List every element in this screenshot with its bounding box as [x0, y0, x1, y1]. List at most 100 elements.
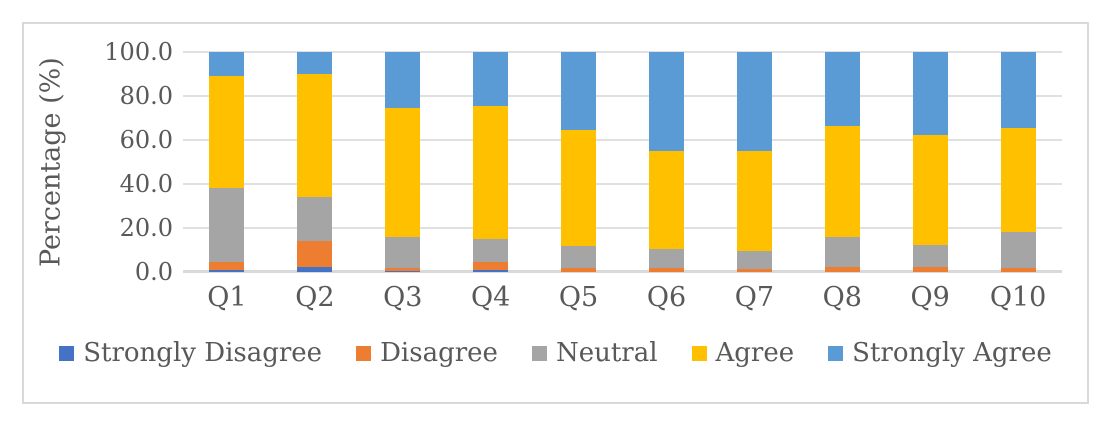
bar-segment-neutral [297, 197, 333, 242]
y-tick-label: 60.0 [119, 126, 173, 154]
legend-swatch-icon [828, 345, 844, 361]
stacked-bar-q2 [297, 52, 333, 272]
y-tick-label: 80.0 [119, 82, 173, 110]
bar-segment-neutral [1000, 232, 1036, 268]
bar-segment-agree [736, 151, 772, 252]
y-tick-label: 40.0 [119, 170, 173, 198]
bar-segment-neutral [648, 248, 684, 268]
bar-segment-strongly-agree [1000, 52, 1036, 128]
bar-segment-strongly-agree [473, 52, 509, 106]
x-tick-label-q7: Q7 [734, 282, 775, 313]
bar-segment-strongly-agree [297, 52, 333, 75]
bar-segment-strongly-disagree [473, 269, 509, 272]
gridline [183, 51, 1062, 53]
bar-segment-disagree [209, 262, 245, 270]
bar-slot-q1 [183, 52, 271, 272]
bar-segment-strongly-disagree [297, 266, 333, 272]
legend-swatch-icon [531, 345, 547, 361]
bar-segment-disagree [473, 262, 509, 270]
legend-label: Disagree [380, 338, 498, 368]
bars-layer [183, 52, 1062, 272]
y-tick-label: 0.0 [134, 258, 173, 286]
bar-segment-agree [561, 130, 597, 246]
bar-segment-disagree [561, 267, 597, 272]
legend-label: Strongly Agree [852, 338, 1052, 368]
x-tick-label-q1: Q1 [207, 282, 247, 313]
gridline [183, 139, 1062, 141]
bar-segment-neutral [824, 236, 860, 267]
bar-segment-strongly-agree [648, 52, 684, 152]
bar-slot-q9 [886, 52, 974, 272]
bar-slot-q7 [710, 52, 798, 272]
chart-figure: Percentage (%) 0.0 20.0 40.0 60.0 80.0 100.0 … [22, 22, 1089, 404]
legend-item-agree: Agree [691, 338, 795, 368]
y-tick-label: 100.0 [104, 38, 173, 66]
bar-slot-q3 [359, 52, 447, 272]
bar-segment-disagree [912, 266, 948, 272]
x-tick-label-q6: Q6 [646, 282, 687, 313]
x-tick-label-q2: Q2 [295, 282, 335, 313]
x-tick-label-q4: Q4 [471, 282, 511, 313]
bar-segment-strongly-agree [824, 52, 860, 126]
bar-segment-strongly-agree [561, 52, 597, 131]
bar-segment-agree [473, 105, 509, 240]
bar-slot-q8 [798, 52, 886, 272]
bar-segment-strongly-disagree [209, 269, 245, 272]
bar-segment-disagree [648, 267, 684, 272]
legend-item-strongly-disagree: Strongly Disagree [59, 338, 322, 368]
plot-area: 0.0 20.0 40.0 60.0 80.0 100.0 [104, 39, 1062, 285]
legend-item-strongly-agree: Strongly Agree [828, 338, 1052, 368]
bar-segment-disagree [385, 267, 421, 271]
legend-label: Agree [715, 338, 795, 368]
legend-item-disagree: Disagree [356, 338, 498, 368]
bar-segment-strongly-agree [736, 52, 772, 152]
legend-label: Neutral [555, 338, 658, 368]
bar-segment-agree [385, 108, 421, 237]
bar-segment-strongly-agree [385, 52, 421, 109]
stacked-bar-q8 [824, 52, 860, 272]
stacked-bar-q1 [209, 52, 245, 272]
legend-item-neutral: Neutral [531, 338, 658, 368]
bar-segment-agree [648, 151, 684, 249]
bar-segment-agree [1000, 127, 1036, 233]
stacked-bar-q5 [561, 52, 597, 272]
bar-segment-neutral [561, 245, 597, 268]
x-axis-line [183, 270, 1062, 273]
bar-slot-q6 [623, 52, 711, 272]
bar-slot-q2 [271, 52, 359, 272]
bar-segment-neutral [912, 244, 948, 267]
bar-segment-neutral [736, 251, 772, 269]
bar-segment-neutral [473, 239, 509, 263]
stacked-bar-q7 [736, 52, 772, 272]
bar-segment-disagree [297, 241, 333, 267]
x-tick-label-q9: Q9 [910, 282, 950, 313]
bar-slot-q10 [974, 52, 1062, 272]
bar-segment-agree [912, 134, 948, 245]
legend: Strongly Disagree Disagree Neutral Agree Str… [24, 338, 1087, 368]
stacked-bar-q10 [1000, 52, 1036, 272]
legend-swatch-icon [691, 345, 707, 361]
gridline [183, 95, 1062, 97]
x-tick-label-q3: Q3 [383, 282, 423, 313]
gridline [183, 227, 1062, 229]
bar-segment-agree [824, 125, 860, 237]
bar-segment-disagree [736, 268, 772, 272]
legend-swatch-icon [59, 345, 75, 361]
x-tick-label-q10: Q10 [989, 282, 1047, 313]
stacked-bar-q4 [473, 52, 509, 272]
x-tick-label-q8: Q8 [822, 282, 862, 313]
bar-segment-strongly-agree [209, 52, 245, 77]
bar-slot-q4 [447, 52, 535, 272]
gridline [183, 183, 1062, 185]
bar-segment-neutral [385, 236, 421, 268]
stacked-bar-q6 [648, 52, 684, 272]
bar-segment-strongly-disagree [385, 270, 421, 272]
y-tick-label: 20.0 [119, 214, 173, 242]
bar-slot-q5 [535, 52, 623, 272]
legend-swatch-icon [356, 345, 372, 361]
bar-segment-strongly-agree [912, 52, 948, 135]
bar-segment-disagree [824, 266, 860, 272]
bar-segment-agree [209, 76, 245, 189]
x-axis-category-labels: Q1 Q2 Q3 Q4 Q5 Q6 Q7 Q8 Q9 Q10 [183, 282, 1062, 313]
x-tick-label-q5: Q5 [558, 282, 599, 313]
